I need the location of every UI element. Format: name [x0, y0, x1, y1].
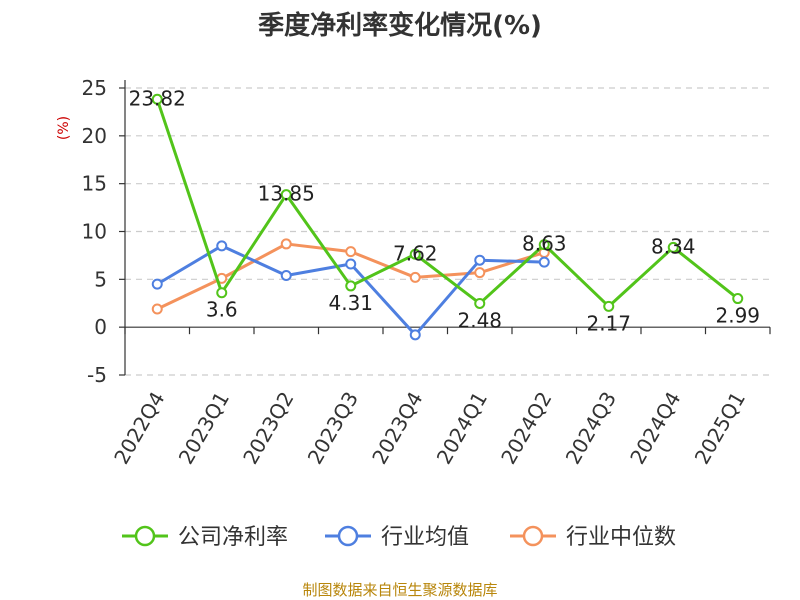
- data-label: 2.48: [457, 308, 502, 332]
- data-point: [538, 239, 550, 251]
- data-point: [345, 280, 357, 292]
- y-axis-label: (%): [56, 116, 72, 140]
- legend-item: 行业均值: [325, 525, 469, 550]
- series-line: [155, 98, 739, 308]
- data-label: 8.63: [522, 232, 567, 256]
- series-2: [151, 238, 550, 315]
- data-point: [280, 189, 292, 201]
- series-layer: [151, 93, 744, 341]
- legend-item: 公司净利率: [122, 525, 288, 550]
- legend-label: 行业均值: [381, 525, 469, 550]
- legend-marker: [337, 525, 359, 547]
- y-tick-label: 20: [82, 124, 107, 148]
- x-tick-label: 2023Q2: [238, 388, 298, 469]
- x-tick-label: 2025Q1: [690, 388, 750, 469]
- data-label: 8.34: [651, 234, 696, 258]
- data-point: [409, 271, 421, 283]
- x-tick-label: 2024Q4: [625, 388, 685, 469]
- data-label: 3.6: [206, 298, 238, 322]
- x-tick-label: 2023Q1: [174, 388, 234, 469]
- data-point: [345, 246, 357, 258]
- data-point: [280, 270, 292, 282]
- y-tick-label: 25: [82, 76, 107, 100]
- legend-label: 行业中位数: [566, 525, 676, 550]
- data-point: [474, 297, 486, 309]
- data-point: [409, 329, 421, 341]
- data-point: [216, 240, 228, 252]
- data-point: [345, 258, 357, 270]
- legend: 公司净利率 行业均值 行业中位数: [122, 525, 676, 550]
- data-point: [667, 241, 679, 253]
- axes: -5 0 5 10 15 20 25 2022Q4 2023Q1 2023Q2 2023Q3 2023…: [82, 76, 771, 469]
- data-point: [538, 256, 550, 268]
- y-tick-label: 10: [82, 220, 107, 244]
- data-point: [280, 238, 292, 250]
- data-point: [732, 293, 744, 305]
- x-tick-label: 2022Q4: [109, 388, 169, 469]
- y-tick-label: 0: [94, 315, 107, 339]
- x-tick-label: 2024Q1: [432, 388, 492, 469]
- legend-label: 公司净利率: [178, 525, 288, 550]
- data-label: 7.62: [393, 241, 438, 265]
- x-tick-label: 2024Q2: [496, 388, 556, 469]
- data-label: 13.85: [258, 182, 315, 206]
- x-tick-label: 2023Q3: [303, 388, 363, 469]
- series-0: [151, 93, 744, 312]
- data-point: [409, 248, 421, 260]
- data-point: [151, 303, 163, 315]
- data-point: [151, 278, 163, 290]
- y-tick-label: -5: [87, 363, 107, 387]
- data-point: [474, 254, 486, 266]
- x-tick-label: 2023Q4: [367, 388, 427, 469]
- source-note: 制图数据来自恒生聚源数据库: [302, 581, 497, 599]
- x-tick-label: 2024Q3: [561, 388, 621, 469]
- data-point: [474, 267, 486, 279]
- data-label: 2.99: [715, 304, 760, 328]
- data-label: 23.82: [129, 86, 186, 110]
- data-point: [216, 287, 228, 299]
- legend-marker: [522, 525, 544, 547]
- data-label: 4.31: [328, 291, 373, 315]
- series-1: [151, 240, 550, 341]
- data-labels: 23.82 3.6 13.85 4.31 7.62 2.48 8.63 2.17 8.34 2.9…: [129, 86, 760, 335]
- legend-item: 行业中位数: [510, 525, 676, 550]
- data-label: 2.17: [586, 311, 631, 335]
- data-point: [603, 300, 615, 312]
- y-tick-label: 5: [94, 267, 107, 291]
- legend-marker: [134, 525, 156, 547]
- chart-title: 季度净利率变化情况(%): [258, 10, 542, 41]
- data-point: [151, 93, 163, 105]
- y-tick-label: 15: [82, 172, 107, 196]
